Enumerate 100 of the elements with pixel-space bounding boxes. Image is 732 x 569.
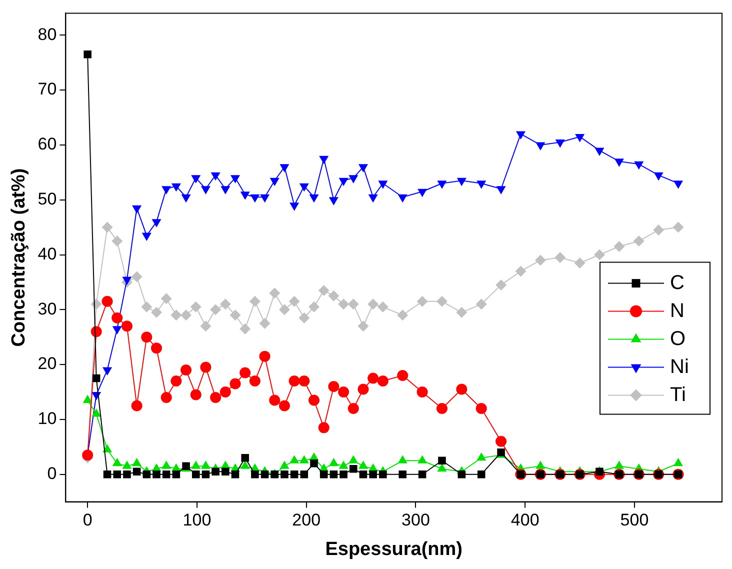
point xyxy=(132,205,142,214)
y-tick-label: 50 xyxy=(38,190,57,209)
point xyxy=(249,376,260,387)
point xyxy=(398,470,406,478)
point xyxy=(536,460,546,469)
point xyxy=(416,296,428,307)
x-tick-label: 100 xyxy=(182,510,212,530)
point xyxy=(112,312,123,324)
point xyxy=(132,458,142,466)
point xyxy=(290,202,300,211)
point xyxy=(150,342,162,354)
point xyxy=(298,312,310,324)
point xyxy=(150,306,162,318)
legend-label: Ti xyxy=(670,384,686,406)
point xyxy=(633,236,644,247)
y-tick-label: 40 xyxy=(38,244,57,264)
legend-label: N xyxy=(670,300,684,322)
point xyxy=(191,175,201,184)
point xyxy=(368,372,379,384)
point xyxy=(210,172,220,181)
point xyxy=(180,364,192,376)
point xyxy=(192,470,200,478)
point xyxy=(241,454,249,462)
point xyxy=(162,186,172,194)
point xyxy=(338,178,348,186)
point xyxy=(673,180,684,189)
point xyxy=(555,139,565,148)
point xyxy=(614,460,624,469)
point xyxy=(121,320,132,332)
point xyxy=(220,186,230,194)
point xyxy=(328,458,338,466)
point xyxy=(496,186,506,194)
point xyxy=(240,367,251,378)
point xyxy=(377,376,388,387)
point xyxy=(230,378,241,390)
point xyxy=(131,271,142,282)
point xyxy=(418,455,428,464)
point xyxy=(397,370,408,382)
point xyxy=(240,460,250,469)
point xyxy=(82,394,92,403)
point xyxy=(397,310,408,321)
x-tick-label: 500 xyxy=(620,510,649,530)
point xyxy=(200,362,212,373)
point xyxy=(437,180,447,189)
point xyxy=(152,219,162,228)
point xyxy=(131,400,142,412)
point xyxy=(251,470,259,478)
point xyxy=(250,194,260,203)
point xyxy=(476,402,487,414)
point xyxy=(436,296,448,307)
legend-label: Ni xyxy=(670,356,689,378)
y-axis-title: Concentração (at%) xyxy=(8,168,30,347)
point xyxy=(191,460,201,469)
point xyxy=(142,470,151,478)
point xyxy=(162,460,172,469)
point xyxy=(308,394,320,406)
point xyxy=(170,376,182,387)
point xyxy=(122,460,132,469)
legend-label: O xyxy=(670,328,686,350)
point xyxy=(260,470,269,478)
point xyxy=(259,350,270,362)
point xyxy=(318,422,330,434)
point xyxy=(180,310,192,321)
point xyxy=(594,249,605,260)
point xyxy=(476,180,486,189)
point xyxy=(359,470,368,478)
point xyxy=(340,470,348,478)
point xyxy=(240,323,251,334)
point xyxy=(190,389,202,400)
point xyxy=(288,376,300,387)
point xyxy=(418,188,428,198)
point xyxy=(348,402,359,414)
point xyxy=(614,158,624,167)
point xyxy=(249,296,260,307)
point xyxy=(231,470,240,478)
point xyxy=(310,459,318,468)
point xyxy=(212,468,220,476)
legend-label: C xyxy=(670,272,684,294)
point xyxy=(437,463,447,472)
point xyxy=(278,400,290,412)
point xyxy=(222,468,230,476)
point xyxy=(496,436,507,447)
point xyxy=(338,386,350,398)
point xyxy=(141,301,152,312)
point xyxy=(102,296,113,307)
point xyxy=(240,192,250,200)
y-tick-label: 60 xyxy=(38,134,57,154)
point xyxy=(112,458,122,466)
point xyxy=(220,298,231,310)
point xyxy=(377,301,388,312)
point xyxy=(672,222,684,233)
point xyxy=(328,197,338,206)
point xyxy=(436,402,448,414)
point xyxy=(358,384,369,395)
x-tick-label: 200 xyxy=(292,510,321,530)
point xyxy=(575,134,585,142)
point xyxy=(398,455,408,464)
point xyxy=(280,164,290,172)
point xyxy=(122,276,132,285)
point xyxy=(338,460,348,469)
